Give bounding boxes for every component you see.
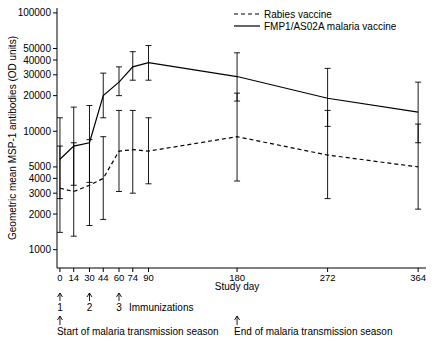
annotation-arrow [87, 293, 92, 301]
x-tick-label: 44 [98, 272, 109, 283]
annotation-arrow [116, 293, 121, 301]
y-tick-label: 100000 [18, 7, 52, 18]
y-tick [53, 48, 57, 49]
error-bar [325, 68, 331, 126]
chart: 1000 2000 3000 40005000 10000 20000 30000 40000… [0, 0, 434, 347]
error-bar [130, 52, 136, 80]
y-tick [53, 12, 57, 13]
y-tick-label: 2000 [29, 209, 52, 220]
y-tick [53, 214, 57, 215]
y-tick [53, 193, 57, 194]
y-tick-label: 50000 [23, 43, 51, 54]
x-tick-label: 74 [127, 272, 138, 283]
y-tick-label: 1000 [29, 244, 52, 255]
y-tick-label: 40000 [23, 55, 51, 66]
legend-label: Rabies vaccine [264, 9, 332, 20]
series-line [60, 137, 418, 192]
error-bar [146, 46, 152, 81]
x-tick-label: 14 [68, 272, 79, 283]
y-tick [53, 178, 57, 179]
legend-swatch [234, 25, 260, 26]
season-label: End of malaria transmission season [234, 326, 392, 337]
error-bar [415, 82, 421, 143]
immunization-label: 3 [116, 302, 122, 313]
y-axis-label: Geometric mean MSP-1 antibodies (OD unit… [7, 36, 18, 240]
immunization-label: 1 [57, 302, 63, 313]
annotation-arrow [57, 293, 62, 301]
annotation-arrow [235, 316, 240, 325]
y-tick-label: 30000 [23, 69, 51, 80]
y-tick [53, 131, 57, 132]
x-axis [57, 268, 426, 269]
y-axis [57, 8, 58, 268]
x-tick-label: 30 [84, 272, 95, 283]
error-bar [130, 110, 136, 193]
error-bar [86, 106, 92, 183]
error-bar [116, 110, 122, 191]
y-tick [53, 249, 57, 250]
error-bar [100, 73, 106, 118]
plot-area [57, 46, 421, 237]
legend-swatch [234, 13, 260, 14]
y-tick [53, 95, 57, 96]
x-tick-label: 364 [410, 272, 426, 283]
legend-label: FMP1/AS02A malaria vaccine [264, 21, 397, 32]
y-tick [53, 166, 57, 167]
error-bar [234, 53, 240, 101]
y-tick [53, 60, 57, 61]
annotation-text: Immunizations [129, 302, 193, 313]
y-tick [53, 74, 57, 75]
error-bar [234, 93, 240, 181]
y-tick-label: 3000 [29, 188, 52, 199]
x-axis-label: Study day [215, 281, 259, 292]
y-tick-label: 5000 [29, 161, 52, 172]
season-label: Start of malaria transmission season [57, 326, 219, 337]
series-line [60, 63, 418, 160]
error-bar [146, 118, 152, 184]
x-tick-label: 0 [57, 272, 62, 283]
error-bar [100, 137, 106, 220]
y-tick-label: 10000 [23, 126, 51, 137]
x-tick-label: 272 [320, 272, 336, 283]
error-bar [57, 118, 63, 199]
y-tick-label: 20000 [23, 90, 51, 101]
x-tick-label: 60 [114, 272, 125, 283]
x-tick-label: 90 [143, 272, 154, 283]
immunization-label: 2 [87, 302, 93, 313]
error-bar [116, 67, 122, 96]
y-tick-label: 4000 [29, 173, 52, 184]
legend: Rabies vaccineFMP1/AS02A malaria vaccine [234, 9, 397, 32]
error-bar [71, 107, 77, 185]
annotation-arrow [57, 316, 62, 325]
